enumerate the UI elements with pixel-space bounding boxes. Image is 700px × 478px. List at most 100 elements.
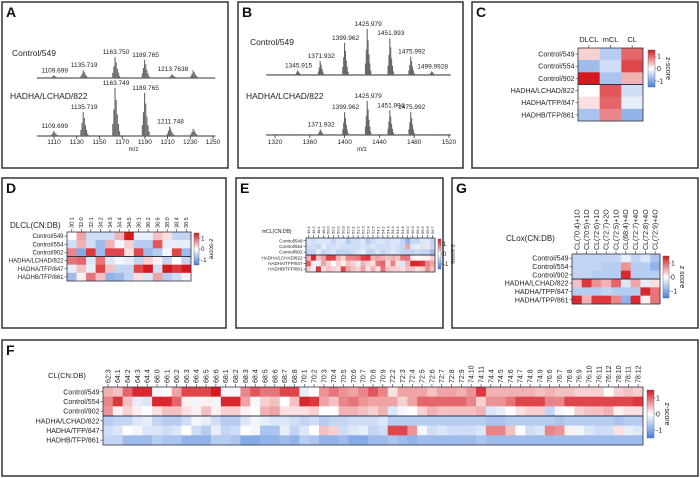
heatmap-cell xyxy=(650,279,661,288)
colorbar-label: z-score xyxy=(664,57,671,80)
colorbar xyxy=(437,238,442,270)
heatmap-cell xyxy=(495,406,506,417)
row-label: Control/554 xyxy=(63,399,99,406)
heatmap-cell xyxy=(446,425,457,436)
colorbar-label: z score xyxy=(678,266,685,289)
heatmap-cell xyxy=(124,264,135,274)
heatmap-cell xyxy=(250,406,261,417)
heatmap-cell xyxy=(299,396,310,407)
heatmap-cell xyxy=(122,416,133,426)
heatmap-cell xyxy=(630,287,641,296)
heatmap-cell xyxy=(584,387,595,397)
heatmap-cell xyxy=(603,396,614,407)
peak-label: 1345.915 xyxy=(285,62,312,69)
heatmap-cell xyxy=(211,416,222,426)
heatmap-cell xyxy=(161,425,173,436)
heatmap-cell xyxy=(405,260,411,267)
heatmap-cell xyxy=(601,295,612,305)
heatmap-cell xyxy=(430,266,436,273)
heatmap-cell xyxy=(603,416,614,426)
peak-label: 1399.962 xyxy=(332,104,359,111)
heatmap-cell xyxy=(289,435,300,446)
heatmap-cell xyxy=(505,425,516,436)
column-label: 52:3 xyxy=(360,225,365,234)
column-label: 64:3 xyxy=(135,369,142,383)
heatmap-cell xyxy=(544,425,555,436)
column-label: 76:11 xyxy=(596,366,603,383)
heatmap-cell xyxy=(620,262,631,271)
heatmap-cell xyxy=(181,416,192,426)
column-label: 74:10 xyxy=(469,365,476,383)
heatmap-cell xyxy=(358,435,369,446)
peak-label: 1189.765 xyxy=(132,85,159,92)
heatmap-cell xyxy=(425,266,431,273)
heatmap-cell xyxy=(328,425,339,436)
heatmap-cell xyxy=(306,260,312,267)
heatmap-cell xyxy=(505,406,516,417)
row-label: HADHA/TFP/847 xyxy=(18,267,64,273)
heatmap-cell xyxy=(620,279,631,288)
heatmap-cell xyxy=(593,416,605,426)
column-label: 66:6 xyxy=(213,369,220,383)
panel-letter-b: B xyxy=(242,4,252,20)
heatmap-cell xyxy=(171,264,182,274)
heatmap-cell xyxy=(407,387,418,397)
heatmap-cell xyxy=(191,435,202,446)
heatmap-cell xyxy=(348,396,359,407)
heatmap-cell xyxy=(211,435,222,446)
heatmap-cell xyxy=(385,249,391,256)
heatmap-cell xyxy=(338,425,349,436)
column-label: 54:5 xyxy=(395,225,400,234)
heatmap-cell xyxy=(114,264,125,274)
column-label: 54:4 xyxy=(390,225,395,234)
heatmap-cell xyxy=(360,249,366,256)
heatmap-cell xyxy=(601,254,612,263)
x-tick-label: 1130 xyxy=(70,139,84,146)
heatmap-cell xyxy=(340,266,346,273)
column-label: 66:1 xyxy=(164,369,171,383)
heatmap-cell xyxy=(348,406,359,417)
heatmap-cell xyxy=(105,240,115,249)
heatmap-cell xyxy=(387,435,398,446)
column-label: CL(68:4)+4O xyxy=(623,209,630,250)
heatmap-cell xyxy=(348,416,359,426)
heatmap-cell xyxy=(410,238,416,244)
heatmap-cell xyxy=(360,243,366,250)
heatmap-cell xyxy=(220,435,231,446)
heatmap-cell xyxy=(76,248,87,257)
peak-label: 1371.932 xyxy=(308,121,335,128)
heatmap-cell xyxy=(630,270,641,280)
heatmap-cell xyxy=(240,387,251,397)
heatmap-cell xyxy=(591,279,602,288)
heatmap-cell xyxy=(340,255,346,261)
heatmap-cell xyxy=(630,295,641,305)
heatmap-cell xyxy=(430,243,436,250)
heatmap-cell xyxy=(584,425,595,436)
column-label: 78:12 xyxy=(636,365,643,383)
heatmap-cell xyxy=(309,387,320,397)
heatmap-cell xyxy=(425,249,431,256)
x-tick-label: 1320 xyxy=(268,139,283,146)
column-label: 70:6 xyxy=(351,369,358,383)
heatmap-cell xyxy=(142,435,153,446)
heatmap-cell xyxy=(456,425,467,436)
heatmap-cell xyxy=(405,238,411,244)
heatmap-cell xyxy=(446,396,457,407)
column-label: 74:9 xyxy=(537,369,544,383)
heatmap-cell xyxy=(260,425,271,436)
row-label: HADHA/TPP/847 xyxy=(515,289,569,296)
heatmap-cell xyxy=(417,387,428,397)
heatmap-cell xyxy=(395,238,401,244)
peak-label: 1371.932 xyxy=(308,53,335,60)
peak-label: 1451.993 xyxy=(377,30,404,37)
heatmap-cell xyxy=(320,260,327,267)
column-label: 66:3 xyxy=(184,369,191,383)
heatmap-cell xyxy=(315,243,322,250)
peak-label: 1475.992 xyxy=(398,49,425,56)
heatmap-cell xyxy=(623,406,634,417)
heatmap-cell xyxy=(191,396,202,407)
heatmap-cell xyxy=(564,416,575,426)
row-label: HADHA/LCHAD/822 xyxy=(261,255,303,260)
heatmap-cell xyxy=(446,416,457,426)
heatmap-cell xyxy=(572,262,583,271)
